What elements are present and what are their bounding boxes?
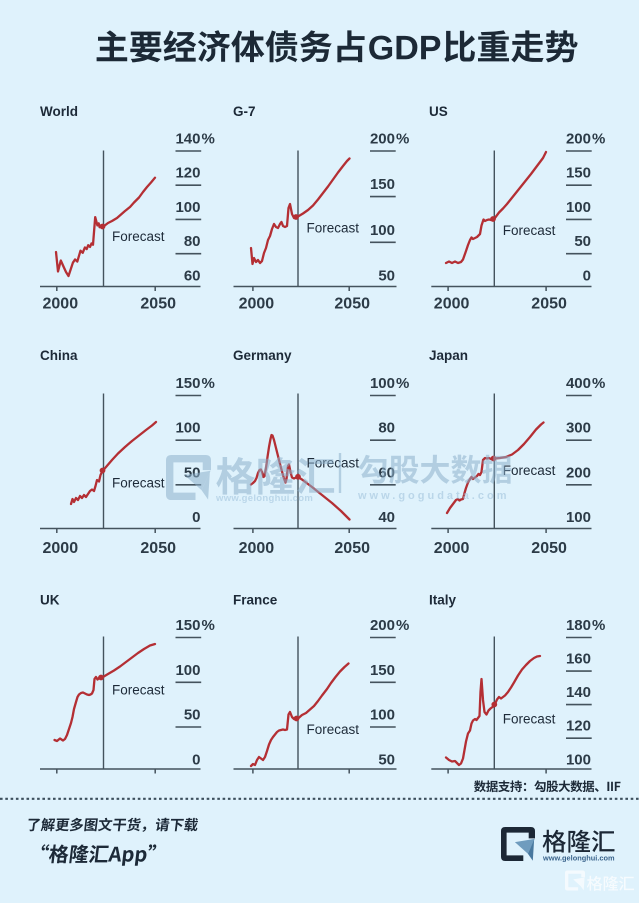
- svg-text:150: 150: [175, 617, 200, 634]
- svg-text:120: 120: [175, 165, 200, 182]
- svg-text:100: 100: [566, 509, 591, 526]
- svg-text:www.gogudata.com: www.gogudata.com: [357, 490, 510, 502]
- svg-text:France: France: [233, 593, 278, 608]
- svg-text:%: %: [396, 131, 409, 148]
- svg-text:World: World: [40, 104, 78, 119]
- svg-text:%: %: [202, 131, 215, 148]
- svg-text:0: 0: [192, 509, 200, 526]
- svg-text:www.gelonghui.com: www.gelonghui.com: [215, 493, 313, 504]
- svg-text:Italy: Italy: [429, 593, 457, 608]
- svg-text:2000: 2000: [434, 540, 470, 557]
- svg-text:2000: 2000: [239, 296, 275, 313]
- svg-text:50: 50: [574, 233, 591, 250]
- svg-text:2000: 2000: [239, 540, 275, 557]
- svg-text:40: 40: [378, 509, 395, 526]
- svg-text:200: 200: [370, 131, 395, 148]
- svg-text:150: 150: [175, 375, 200, 392]
- svg-text:Forecast: Forecast: [503, 712, 556, 727]
- svg-text:0: 0: [583, 267, 591, 284]
- svg-text:China: China: [40, 348, 78, 363]
- svg-text:50: 50: [378, 267, 395, 284]
- svg-text:US: US: [429, 104, 448, 119]
- svg-text:100: 100: [175, 420, 200, 437]
- svg-text:0: 0: [192, 751, 200, 768]
- svg-text:100: 100: [370, 707, 395, 724]
- svg-text:150: 150: [370, 662, 395, 679]
- svg-text:2050: 2050: [334, 296, 370, 313]
- svg-text:80: 80: [378, 420, 395, 437]
- svg-text:%: %: [396, 617, 409, 634]
- svg-text:Forecast: Forecast: [307, 722, 360, 737]
- svg-text:140: 140: [175, 131, 200, 148]
- svg-text:50: 50: [378, 751, 395, 768]
- svg-text:%: %: [396, 375, 409, 392]
- svg-text:150: 150: [566, 165, 591, 182]
- svg-text:100: 100: [175, 662, 200, 679]
- svg-text:200: 200: [566, 464, 591, 481]
- svg-text:150: 150: [370, 176, 395, 193]
- svg-text:100: 100: [370, 222, 395, 239]
- svg-text:200: 200: [370, 617, 395, 634]
- svg-text:Forecast: Forecast: [503, 223, 556, 238]
- svg-text:200: 200: [566, 131, 591, 148]
- svg-text:Forecast: Forecast: [112, 229, 165, 244]
- svg-text:2050: 2050: [334, 540, 370, 557]
- svg-text:%: %: [202, 617, 215, 634]
- svg-text:2050: 2050: [140, 296, 176, 313]
- svg-text:50: 50: [184, 707, 201, 724]
- svg-text:www.gelonghui.com: www.gelonghui.com: [542, 854, 615, 863]
- svg-text:%: %: [592, 617, 605, 634]
- svg-text:140: 140: [566, 684, 591, 701]
- svg-text:100: 100: [566, 751, 591, 768]
- svg-text:2050: 2050: [531, 296, 567, 313]
- svg-text:Forecast: Forecast: [307, 221, 360, 236]
- svg-text:2050: 2050: [531, 540, 567, 557]
- svg-text:UK: UK: [40, 593, 60, 608]
- svg-text:300: 300: [566, 420, 591, 437]
- svg-text:2000: 2000: [43, 540, 79, 557]
- svg-text:Forecast: Forecast: [112, 476, 165, 491]
- svg-text:160: 160: [566, 651, 591, 668]
- svg-text:Germany: Germany: [233, 348, 292, 363]
- svg-text:100: 100: [370, 375, 395, 392]
- svg-text:100: 100: [175, 199, 200, 216]
- svg-text:2000: 2000: [434, 296, 470, 313]
- svg-text:Forecast: Forecast: [503, 463, 556, 478]
- svg-text:100: 100: [566, 199, 591, 216]
- svg-text:Japan: Japan: [429, 348, 468, 363]
- svg-text:G-7: G-7: [233, 104, 256, 119]
- svg-text:180: 180: [566, 617, 591, 634]
- svg-text:60: 60: [184, 267, 201, 284]
- svg-text:Forecast: Forecast: [112, 683, 165, 698]
- svg-text:%: %: [592, 131, 605, 148]
- svg-text:%: %: [202, 375, 215, 392]
- svg-text:%: %: [592, 375, 605, 392]
- svg-text:2050: 2050: [140, 540, 176, 557]
- svg-text:120: 120: [566, 718, 591, 735]
- svg-text:2000: 2000: [43, 296, 79, 313]
- svg-text:400: 400: [566, 375, 591, 392]
- svg-text:80: 80: [184, 233, 201, 250]
